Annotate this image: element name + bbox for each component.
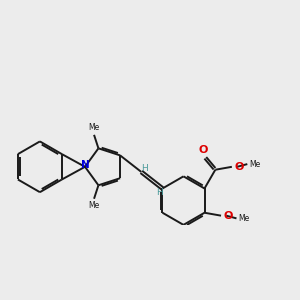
Text: Me: Me [238,214,250,223]
Text: H: H [141,164,148,172]
Text: Me: Me [88,201,100,210]
Text: O: O [198,145,208,154]
Text: O: O [223,211,233,221]
Text: Me: Me [88,123,100,132]
Text: N: N [81,160,89,170]
Text: H: H [156,188,163,197]
Text: Me: Me [249,160,260,169]
Text: O: O [234,162,244,172]
